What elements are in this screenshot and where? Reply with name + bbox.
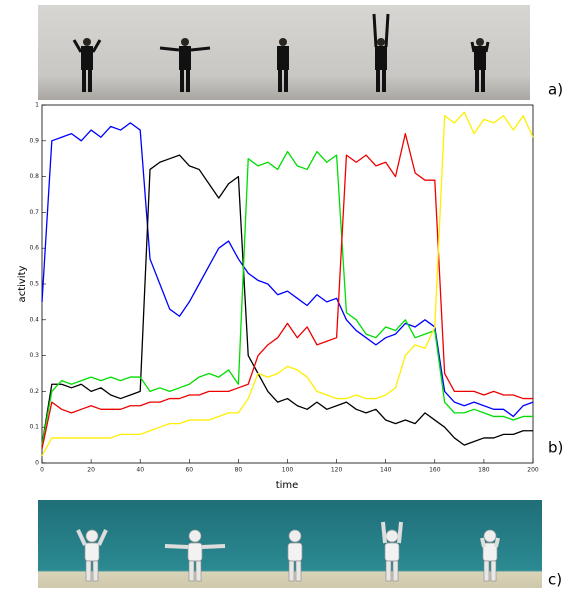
x-tick-label: 40 bbox=[136, 467, 144, 474]
series-line bbox=[42, 155, 533, 445]
panel-label: a) bbox=[548, 81, 563, 99]
y-tick-label: 0 bbox=[35, 460, 39, 467]
x-axis-label: time bbox=[276, 480, 299, 491]
y-tick-label: 0.6 bbox=[29, 245, 39, 252]
y-tick-label: 0.2 bbox=[29, 388, 39, 395]
y-tick-label: 0.4 bbox=[29, 316, 39, 323]
robot-photos bbox=[38, 500, 542, 588]
x-tick-label: 80 bbox=[235, 467, 243, 474]
series-line bbox=[42, 123, 533, 417]
figure: a) b) c) time activity 0 0.1 0.2 0.3 0.4 0.5 0… bbox=[0, 0, 582, 593]
y-tick-label: 0.8 bbox=[29, 173, 39, 180]
x-tick-label: 160 bbox=[429, 467, 441, 474]
y-tick-label: 1 bbox=[35, 102, 39, 109]
x-tick-label: 120 bbox=[331, 467, 343, 474]
panel-label: b) bbox=[548, 439, 563, 457]
y-tick-label: 0.5 bbox=[29, 281, 39, 288]
y-tick-label: 0.3 bbox=[29, 352, 39, 359]
x-tick-label: 180 bbox=[478, 467, 490, 474]
x-tick-label: 60 bbox=[185, 467, 193, 474]
x-tick-label: 200 bbox=[527, 467, 539, 474]
y-axis-label: activity bbox=[17, 265, 28, 302]
x-tick-label: 100 bbox=[282, 467, 294, 474]
y-tick-label: 0.9 bbox=[29, 137, 39, 144]
x-tick-label: 0 bbox=[40, 467, 44, 474]
human-photos bbox=[38, 5, 530, 100]
series-line bbox=[42, 152, 533, 446]
x-tick-label: 140 bbox=[380, 467, 392, 474]
y-tick-label: 0.7 bbox=[29, 209, 39, 216]
x-tick-label: 20 bbox=[87, 467, 95, 474]
panel-label: c) bbox=[548, 571, 562, 589]
y-tick-label: 0.1 bbox=[29, 424, 39, 431]
